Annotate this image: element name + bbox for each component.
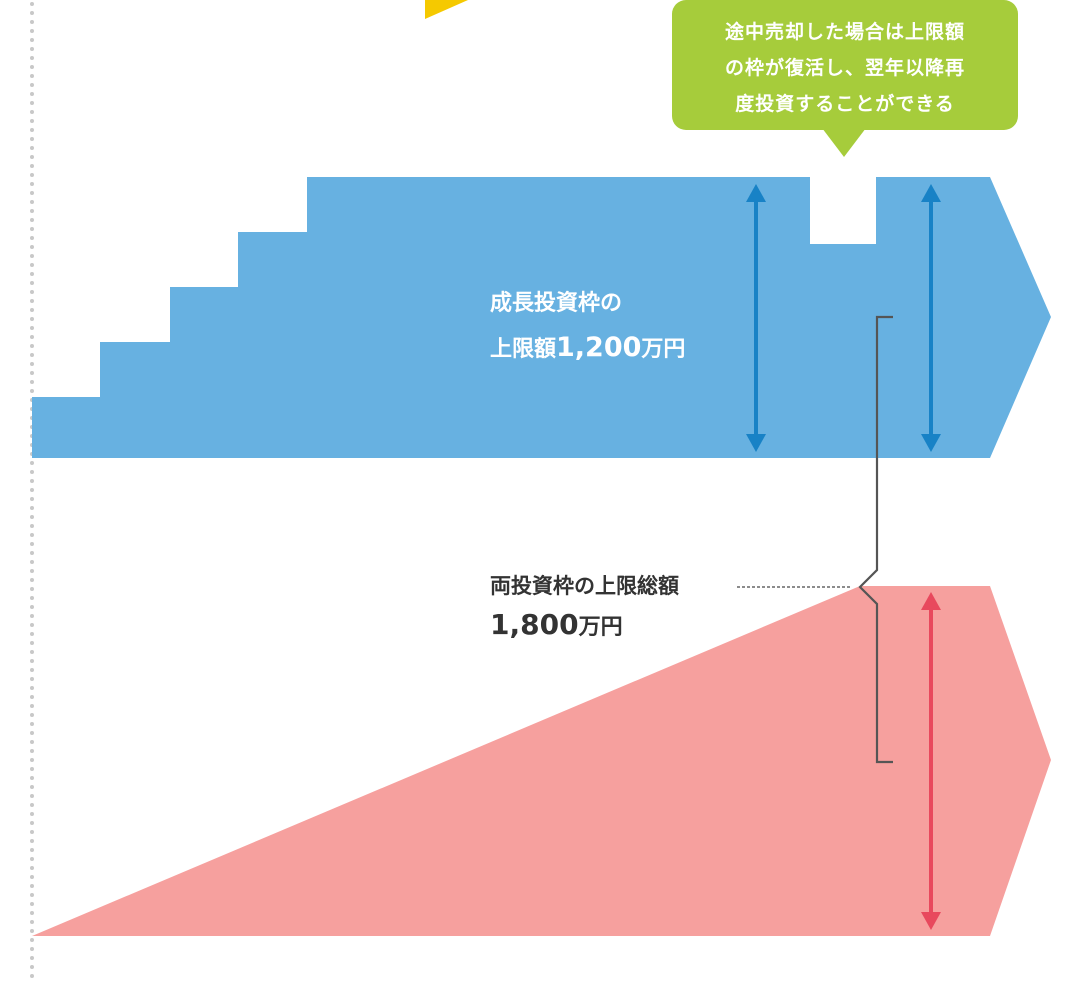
total-amount-unit: 万円 [578, 615, 623, 640]
growth-arrow-right [921, 184, 941, 452]
growth-arrow-left [746, 184, 766, 452]
total-amount-number: 1,800 [490, 608, 579, 641]
total-limit-arrow [921, 592, 941, 930]
callout-bubble [672, 0, 1018, 130]
total-bracket [858, 315, 893, 764]
total-limit-label: 両投資枠の上限総額 1,800万円 [490, 569, 679, 650]
callout-pointer [822, 128, 866, 157]
growth-frame-shape [32, 177, 1051, 458]
growth-frame-label: 成長投資枠の 上限額1,200万円 [490, 282, 685, 372]
growth-frame-title: 成長投資枠の [490, 291, 623, 316]
total-limit-title: 両投資枠の上限総額 [490, 574, 679, 598]
growth-frame-limit: 上限額1,200万円 [490, 326, 685, 372]
callout-line-2: の枠が復活し、翌年以降再 [724, 57, 965, 79]
yellow-arrow-tip [425, 0, 468, 19]
growth-limit-unit: 万円 [641, 337, 686, 362]
growth-limit-number: 1,200 [556, 332, 642, 363]
total-limit-shape [32, 586, 1051, 936]
total-limit-amount: 1,800万円 [490, 603, 679, 650]
growth-limit-prefix: 上限額 [490, 337, 557, 362]
callout-line-1: 途中売却した場合は上限額 [724, 21, 965, 43]
callout-line-3: 度投資することができる [735, 93, 955, 115]
callout-text: 途中売却した場合は上限額 の枠が復活し、翌年以降再 度投資することができる [672, 14, 1018, 122]
